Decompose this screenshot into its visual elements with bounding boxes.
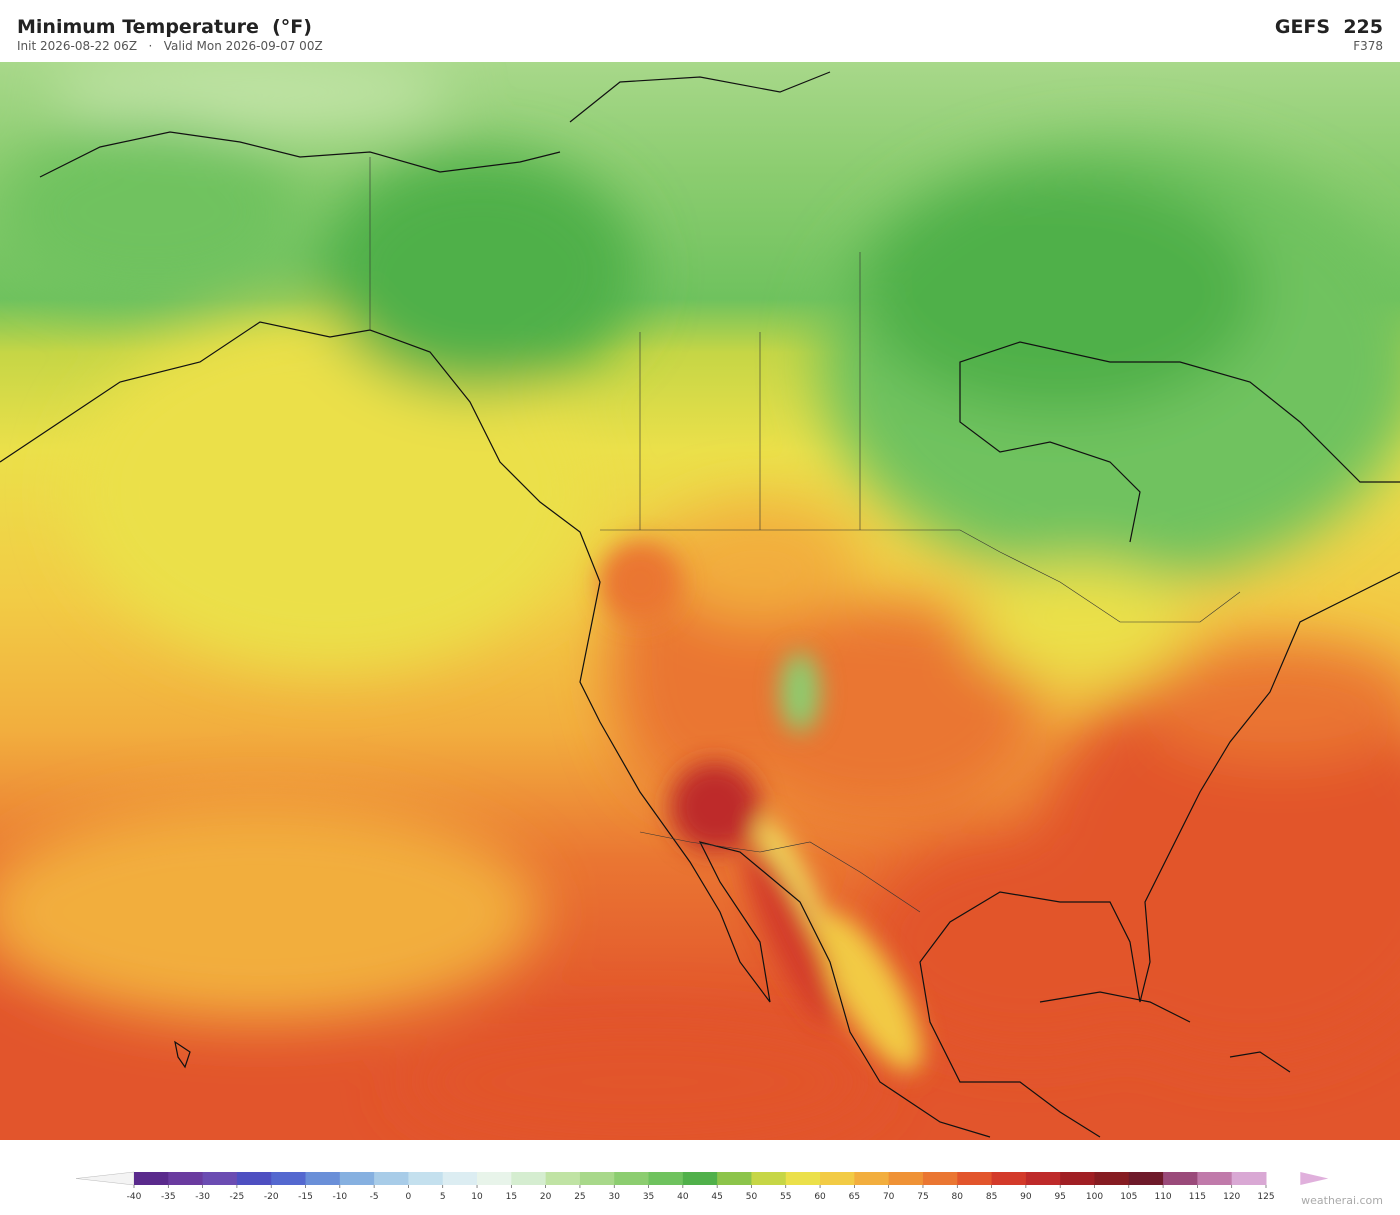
tick-label: 105 <box>1120 1192 1137 1202</box>
color-segment <box>1094 1172 1130 1185</box>
tick-label: 35 <box>643 1192 654 1202</box>
color-segment <box>991 1172 1027 1185</box>
borders <box>369 157 1241 913</box>
colorbar: weatherai.com -40 -35 -30 -25 -20 -15 -10 -5 0 5 1… <box>75 1171 1383 1207</box>
color-segment <box>682 1172 718 1185</box>
color-segment <box>888 1172 924 1185</box>
color-segment <box>820 1172 855 1185</box>
color-segment <box>1163 1172 1198 1185</box>
tick-label: 100 <box>1086 1192 1103 1202</box>
color-segment <box>1197 1172 1233 1185</box>
tick-label: -25 <box>230 1192 245 1202</box>
tick-label: 20 <box>540 1192 552 1202</box>
tick-label: 45 <box>711 1192 722 1202</box>
color-segment <box>1231 1172 1267 1185</box>
color-segment <box>579 1172 615 1185</box>
tick-label: 110 <box>1154 1192 1171 1202</box>
color-segment <box>339 1172 375 1185</box>
tick-label: -20 <box>264 1192 279 1202</box>
color-segment <box>374 1172 409 1185</box>
tick-label: 50 <box>746 1192 758 1202</box>
color-segment <box>408 1172 444 1185</box>
model-name: GEFS 225 <box>1274 16 1383 38</box>
watermark: weatherai.com <box>1301 1194 1383 1207</box>
color-segment <box>442 1172 478 1185</box>
tick-label: 75 <box>917 1192 928 1202</box>
color-segment <box>305 1172 341 1185</box>
tick-label: 10 <box>471 1192 483 1202</box>
tick-label: 125 <box>1257 1192 1274 1202</box>
color-segment <box>477 1172 512 1185</box>
color-segment <box>236 1172 272 1185</box>
init-time: Init 2026-08-22 06Z <box>17 39 138 53</box>
color-segment <box>202 1172 238 1185</box>
tick-label: 95 <box>1054 1192 1065 1202</box>
color-segment <box>922 1172 958 1185</box>
tick-label: 70 <box>883 1192 895 1202</box>
tick-label: 5 <box>440 1192 446 1202</box>
valid-time: Valid Mon 2026-09-07 00Z <box>163 39 323 53</box>
tick-label: 30 <box>609 1192 621 1202</box>
tick-label: 115 <box>1189 1192 1206 1202</box>
separator: · <box>148 39 153 53</box>
color-segment <box>1060 1172 1095 1185</box>
color-segment <box>1025 1172 1061 1185</box>
color-segment <box>717 1172 752 1185</box>
color-segment <box>648 1172 684 1185</box>
color-segment <box>785 1172 821 1185</box>
tick-label: 60 <box>814 1192 826 1202</box>
over-triangle <box>1300 1172 1329 1185</box>
tick-label: -30 <box>195 1192 210 1202</box>
tick-label: 65 <box>849 1192 860 1202</box>
color-segment <box>545 1172 581 1185</box>
tick-label: 120 <box>1223 1192 1240 1202</box>
tick-label: 15 <box>506 1192 517 1202</box>
tick-label: 0 <box>406 1192 412 1202</box>
color-segment <box>1128 1172 1164 1185</box>
under-triangle <box>75 1171 135 1186</box>
color-segment <box>614 1172 650 1185</box>
map-title: Minimum Temperature (°F) <box>17 16 312 38</box>
color-segment <box>271 1172 307 1185</box>
tick-label: 80 <box>952 1192 964 1202</box>
color-segment <box>957 1172 993 1185</box>
tick-label: -35 <box>161 1192 176 1202</box>
tick-label: 25 <box>574 1192 585 1202</box>
map <box>0 62 1400 1140</box>
tick-label: -40 <box>127 1192 142 1202</box>
tick-label: 90 <box>1020 1192 1032 1202</box>
color-segment <box>168 1172 204 1185</box>
temperature-field <box>0 62 1400 1140</box>
subtitle: Init 2026-08-22 06Z · Valid Mon 2026-09-… <box>17 39 323 53</box>
tick-label: -15 <box>298 1192 313 1202</box>
coastlines <box>0 71 1400 1138</box>
tick-label: -5 <box>370 1192 379 1202</box>
forecast-hour: F378 <box>1353 39 1383 53</box>
tick-label: 85 <box>986 1192 997 1202</box>
tick-label: 40 <box>677 1192 689 1202</box>
color-segment <box>854 1172 890 1185</box>
tick-label: 55 <box>780 1192 791 1202</box>
color-segment <box>751 1172 787 1185</box>
tick-label: -10 <box>332 1192 347 1202</box>
color-segment <box>511 1172 547 1185</box>
color-segment <box>134 1172 169 1185</box>
